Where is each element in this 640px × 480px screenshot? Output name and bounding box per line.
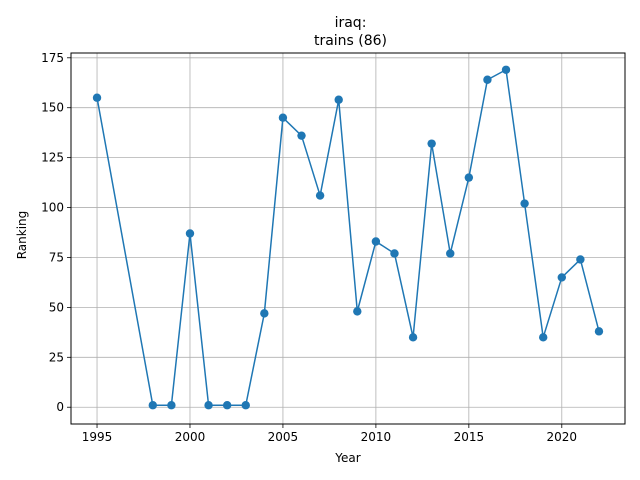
y-tick-label: 0 — [56, 400, 64, 414]
data-point — [167, 401, 176, 410]
data-point — [334, 95, 343, 104]
x-axis-label: Year — [334, 451, 360, 465]
data-point — [408, 333, 418, 342]
x-tick-label: 2010 — [361, 430, 392, 444]
data-point — [576, 255, 585, 264]
data-point — [204, 401, 213, 410]
y-axis-label: Ranking — [15, 211, 29, 260]
data-point — [371, 237, 381, 246]
y-axis-ticks: 0 25 50 75 100 125 150 175 — [41, 51, 71, 414]
data-point — [539, 333, 548, 342]
y-tick-label: 150 — [41, 101, 64, 115]
data-point — [148, 401, 157, 410]
y-tick-label: 125 — [41, 151, 64, 165]
chart-title-line1: iraq: — [335, 15, 367, 31]
x-tick-label: 2005 — [268, 430, 299, 444]
data-point — [557, 273, 566, 282]
data-point — [427, 139, 436, 148]
data-point — [353, 307, 362, 316]
data-point — [390, 249, 399, 258]
data-point — [594, 327, 604, 336]
chart-title-line2: trains (86) — [314, 33, 387, 49]
x-tick-label: 2015 — [454, 430, 485, 444]
data-point — [483, 75, 492, 84]
y-tick-label: 75 — [49, 250, 64, 264]
x-tick-label: 1995 — [82, 430, 113, 444]
data-point — [222, 401, 232, 410]
y-tick-label: 175 — [41, 51, 64, 65]
x-axis-ticks: 1995 2000 2005 2010 2015 2020 — [82, 424, 577, 444]
data-point — [92, 93, 102, 102]
x-tick-label: 2020 — [547, 430, 578, 444]
series-layer — [92, 65, 604, 410]
data-point — [260, 309, 269, 318]
data-point — [278, 113, 288, 122]
x-tick-label: 2000 — [175, 430, 206, 444]
plot-frame — [70, 52, 626, 425]
y-tick-label: 50 — [49, 300, 64, 314]
y-tick-label: 100 — [41, 201, 64, 215]
data-point — [501, 65, 511, 74]
grid — [71, 53, 625, 424]
data-point — [185, 229, 195, 238]
data-point — [464, 173, 474, 182]
data-point — [520, 199, 529, 208]
data-point — [446, 249, 455, 258]
data-point — [297, 131, 306, 140]
data-point — [315, 191, 325, 200]
data-point — [241, 401, 250, 410]
y-tick-label: 25 — [49, 350, 64, 364]
